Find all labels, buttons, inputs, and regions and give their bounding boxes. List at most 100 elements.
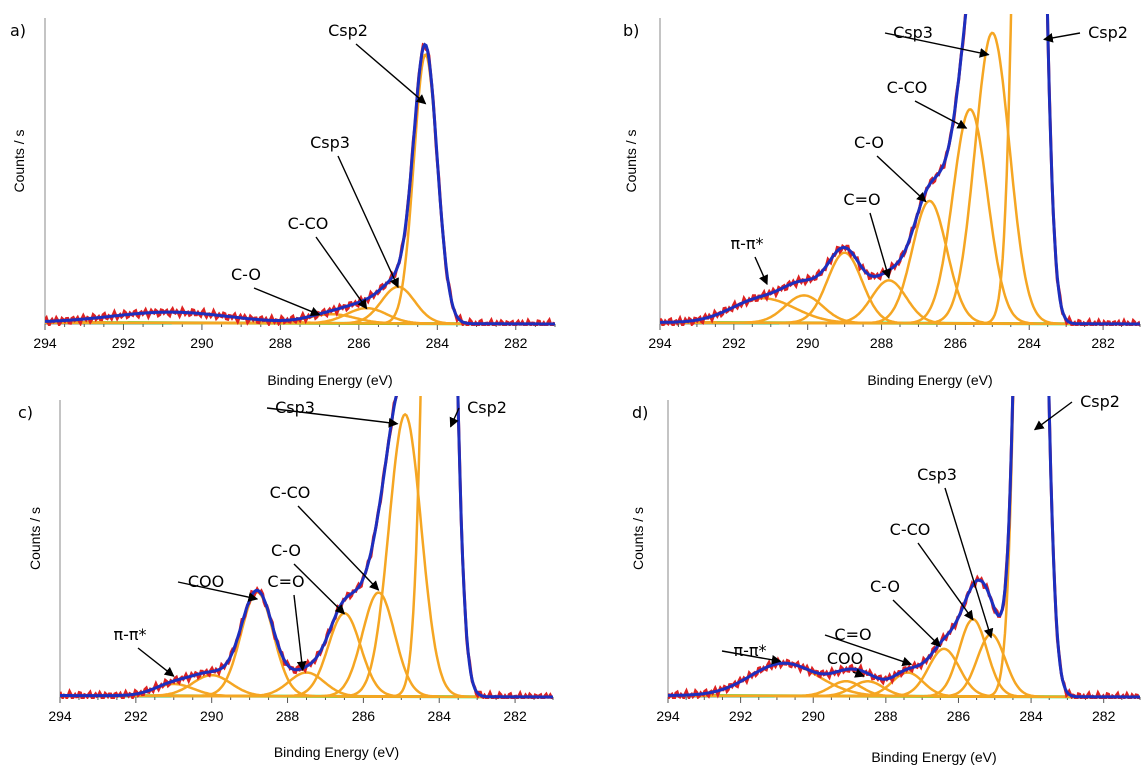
x-tick-label: 288 <box>276 708 300 724</box>
annotation-arrow <box>884 32 990 58</box>
annotation-arrow <box>297 505 380 591</box>
annotation-label: C-CO <box>890 520 931 539</box>
x-tick-label: 282 <box>1091 335 1115 351</box>
annotation-label: Csp2 <box>467 398 507 417</box>
x-tick-label: 284 <box>426 335 450 351</box>
annotation-label: Csp2 <box>1080 392 1120 411</box>
component-peak-Csp3 <box>660 31 1140 326</box>
panel-c: 294 292 290 288 286 284 282 Binding Energy (eV)… <box>18 396 554 760</box>
annotation-label: COO <box>827 649 863 668</box>
panel-a: 294 292 290 288 286 284 282 Binding Energy (eV)… <box>10 18 556 388</box>
annotation-label: π-π* <box>733 641 766 660</box>
x-tick-label: 282 <box>504 335 528 351</box>
component-peak-Csp3 <box>60 412 553 699</box>
x-tick-label: 282 <box>503 708 527 724</box>
annotation-label: C=O <box>267 572 304 591</box>
x-tick-label: 294 <box>656 708 680 724</box>
annotation-arrow <box>337 155 399 289</box>
y-axis-label: Counts / s <box>623 129 639 192</box>
annotation-label: C-O <box>231 265 261 284</box>
y-axis-label: Counts / s <box>11 129 27 192</box>
panel-d: 294 292 290 288 286 284 282 Binding Energy (eV)… <box>630 392 1141 765</box>
annotation-label: C-CO <box>288 214 329 233</box>
annotation-arrow <box>721 650 782 665</box>
annotation-label: Csp2 <box>328 21 368 40</box>
x-tick-label: 286 <box>352 708 376 724</box>
annotation-arrow <box>266 407 399 428</box>
panel-label: c) <box>18 403 33 422</box>
component-peak-C-CO <box>60 591 553 699</box>
x-tick-label: 292 <box>729 708 753 724</box>
annotation-arrow <box>253 287 321 317</box>
annotation-label: C-CO <box>887 78 928 97</box>
annotation-label: C-CO <box>270 483 311 502</box>
x-tick-label: 290 <box>802 708 826 724</box>
component-peak-Csp2 <box>660 14 1140 326</box>
panel-label: d) <box>632 403 648 422</box>
x-tick-label: 294 <box>48 708 72 724</box>
component-peak-Csp2 <box>45 53 555 326</box>
annotation-arrow <box>293 594 307 672</box>
component-peak-COO <box>60 590 553 699</box>
measured-data-line <box>660 14 1140 326</box>
x-tick-label: 286 <box>347 335 371 351</box>
x-tick-label: 284 <box>428 708 452 724</box>
x-tick-label: 286 <box>944 335 968 351</box>
measured-data-line <box>45 42 555 326</box>
x-tick-label: 290 <box>200 708 224 724</box>
x-tick-label: 290 <box>190 335 214 351</box>
annotation-arrow <box>1033 401 1073 431</box>
annotation-label: Csp3 <box>917 465 957 484</box>
annotation-label: π-π* <box>730 234 763 253</box>
annotation-arrow <box>917 542 974 621</box>
panel-label: b) <box>623 21 639 40</box>
annotation-label: π-π* <box>113 625 146 644</box>
x-tick-label: 294 <box>33 335 57 351</box>
annotation-label: C-O <box>870 577 900 596</box>
x-tick-label: 292 <box>722 335 746 351</box>
x-axis-label: Binding Energy (eV) <box>867 372 992 388</box>
x-tick-label: 282 <box>1092 708 1116 724</box>
plot-area <box>45 42 555 326</box>
x-tick-label: 284 <box>1019 708 1043 724</box>
annotation-label: C-O <box>271 541 301 560</box>
annotation-arrow <box>449 407 460 428</box>
component-peak-C=O <box>660 279 1140 326</box>
annotation-label: C=O <box>843 190 880 209</box>
annotation-arrow <box>876 155 927 203</box>
plot-area <box>668 396 1140 699</box>
annotation-arrow <box>824 634 913 667</box>
x-tick-label: 286 <box>947 708 971 724</box>
annotation-label: C=O <box>834 625 871 644</box>
annotation-arrow <box>892 599 942 648</box>
x-tick-label: 292 <box>112 335 136 351</box>
annotation-arrow <box>869 212 892 280</box>
x-tick-label: 288 <box>874 708 898 724</box>
annotation-label: Csp3 <box>310 133 350 152</box>
annotation-arrow <box>177 581 259 602</box>
annotation-label: C-O <box>854 133 884 152</box>
envelope-fit-line <box>668 396 1140 699</box>
panel-b: 294 292 290 288 286 284 282 Binding Energy (eV)… <box>623 14 1141 388</box>
annotation-arrow <box>293 563 346 615</box>
x-tick-label: 288 <box>269 335 293 351</box>
x-tick-label: 288 <box>870 335 894 351</box>
annotation-label: Csp3 <box>275 398 315 417</box>
annotation-label: Csp2 <box>1088 23 1128 42</box>
annotation-arrow <box>315 236 368 310</box>
x-tick-label: 284 <box>1018 335 1042 351</box>
annotation-arrow <box>754 256 768 286</box>
envelope-fit-line <box>660 14 1140 326</box>
annotation-arrow <box>355 43 427 105</box>
plot-area <box>660 14 1140 326</box>
panel-label: a) <box>10 21 26 40</box>
annotation-arrow <box>944 487 994 639</box>
annotation-arrow <box>852 668 865 678</box>
x-axis-label: Binding Energy (eV) <box>267 372 392 388</box>
envelope-fit-line <box>45 42 555 326</box>
x-axis-label: Binding Energy (eV) <box>274 744 399 760</box>
annotation-arrow <box>1043 32 1081 43</box>
annotation-arrow <box>137 647 175 677</box>
x-axis-label: Binding Energy (eV) <box>871 749 996 765</box>
